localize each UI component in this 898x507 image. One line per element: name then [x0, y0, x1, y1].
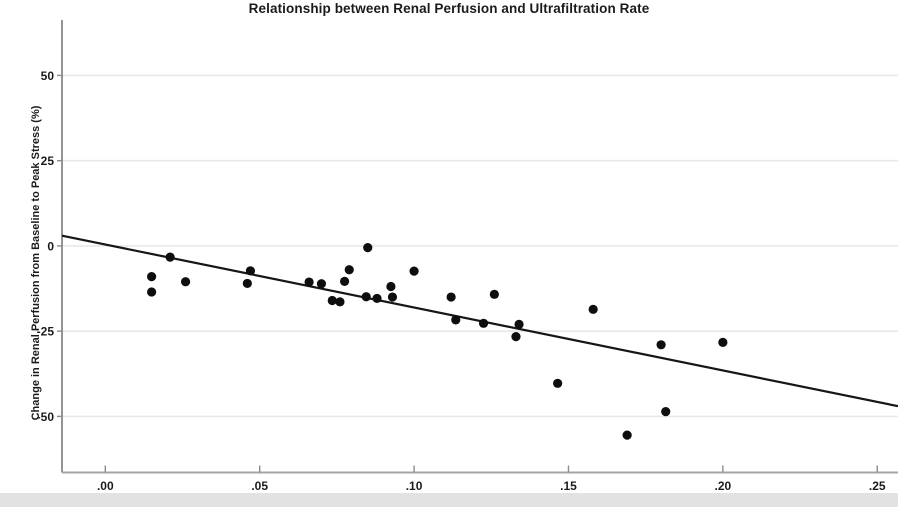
- y-tick-label: -25: [37, 325, 55, 339]
- data-point: [147, 271, 157, 282]
- data-point: [386, 281, 396, 292]
- x-tick-label: .05: [251, 479, 268, 493]
- data-point: [363, 243, 373, 253]
- y-tick-label: 0: [47, 239, 54, 253]
- data-point: [242, 278, 252, 289]
- data-point: [147, 287, 157, 297]
- x-tick-label: .00: [97, 479, 114, 493]
- data-point: [304, 277, 314, 287]
- y-tick-label: 50: [41, 69, 55, 83]
- data-point: [372, 293, 382, 304]
- y-tick-label: -50: [37, 410, 55, 424]
- data-point: [409, 266, 419, 276]
- footer-strip: [0, 493, 898, 507]
- data-point: [446, 292, 456, 302]
- chart-title: Relationship between Renal Perfusion and…: [248, 1, 650, 16]
- data-point: [588, 304, 598, 314]
- data-point: [361, 292, 371, 302]
- data-point: [451, 315, 461, 325]
- data-point: [718, 337, 728, 348]
- data-point: [335, 297, 345, 307]
- data-point: [387, 292, 398, 302]
- data-point: [622, 430, 632, 440]
- data-point: [316, 279, 327, 289]
- data-point: [344, 265, 354, 275]
- x-tick-label: .20: [715, 479, 732, 493]
- data-point: [656, 340, 666, 350]
- x-tick-label: .25: [869, 479, 886, 493]
- data-point: [180, 277, 191, 287]
- x-tick-label: .15: [560, 479, 577, 493]
- data-point: [511, 332, 521, 342]
- data-point: [489, 289, 499, 299]
- x-tick-label: .10: [406, 479, 423, 493]
- data-point: [165, 252, 175, 262]
- data-point: [245, 266, 256, 276]
- data-point: [553, 378, 563, 388]
- data-point: [339, 276, 350, 286]
- data-point: [661, 407, 671, 417]
- data-point: [327, 295, 337, 306]
- data-point: [478, 318, 489, 328]
- data-point: [514, 319, 524, 329]
- y-tick-label: 25: [41, 154, 55, 168]
